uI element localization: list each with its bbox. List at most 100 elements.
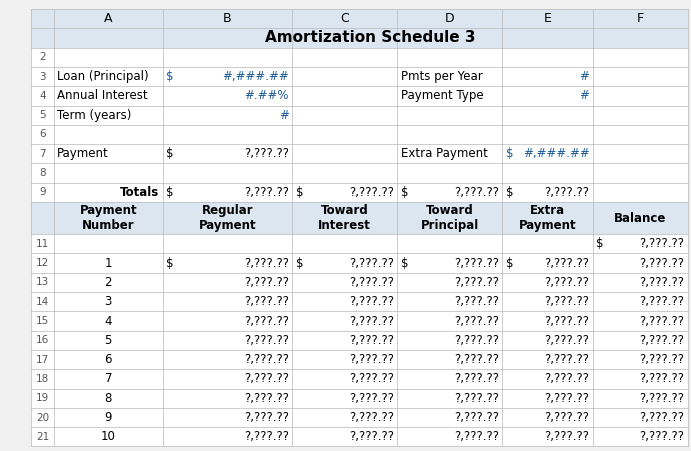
Bar [397, 273, 502, 292]
Text: Term (years): Term (years) [57, 109, 132, 122]
Bar [31, 86, 54, 106]
Bar [593, 163, 688, 183]
Bar [54, 331, 162, 350]
Text: ?,???.??: ?,???.?? [639, 392, 684, 405]
Bar [31, 427, 54, 446]
Bar [54, 253, 162, 273]
Bar [162, 369, 292, 389]
Text: ?,???.??: ?,???.?? [545, 295, 589, 308]
Bar [593, 234, 688, 253]
Bar [593, 28, 688, 48]
Bar [162, 48, 292, 67]
Bar [502, 183, 593, 202]
Bar [502, 125, 593, 144]
Text: ?,???.??: ?,???.?? [349, 295, 394, 308]
Text: Balance: Balance [614, 212, 666, 225]
Text: D: D [445, 12, 455, 25]
Text: ?,???.??: ?,???.?? [454, 353, 499, 366]
Bar [292, 408, 397, 427]
Bar [502, 28, 593, 48]
Bar [292, 67, 397, 86]
Text: ?,???.??: ?,???.?? [454, 392, 499, 405]
Bar [292, 427, 397, 446]
Bar [292, 350, 397, 369]
Bar [502, 234, 593, 253]
Text: ?,???.??: ?,???.?? [545, 186, 589, 199]
Bar [31, 408, 54, 427]
Bar [162, 292, 292, 311]
Text: 16: 16 [36, 336, 49, 345]
Text: ?,???.??: ?,???.?? [244, 334, 289, 347]
Text: 8: 8 [104, 392, 112, 405]
Bar [292, 183, 397, 202]
Bar [31, 350, 54, 369]
Text: ?,???.??: ?,???.?? [244, 314, 289, 327]
Text: ?,???.??: ?,???.?? [454, 276, 499, 289]
Text: 19: 19 [36, 393, 49, 403]
Bar [292, 163, 397, 183]
Bar [397, 408, 502, 427]
Bar [502, 163, 593, 183]
Text: ?,???.??: ?,???.?? [454, 295, 499, 308]
Bar [162, 163, 292, 183]
Bar [162, 144, 292, 163]
Bar [31, 202, 54, 234]
Text: ?,???.??: ?,???.?? [244, 430, 289, 443]
Text: ?,???.??: ?,???.?? [454, 411, 499, 424]
Text: ?,???.??: ?,???.?? [639, 295, 684, 308]
Text: #: # [279, 109, 289, 122]
Text: $: $ [506, 186, 513, 199]
Bar [54, 28, 162, 48]
Bar [397, 144, 502, 163]
Text: $: $ [506, 147, 513, 160]
Bar [397, 86, 502, 106]
Bar [593, 427, 688, 446]
Bar [292, 125, 397, 144]
Bar [31, 28, 54, 48]
Text: ?,???.??: ?,???.?? [639, 334, 684, 347]
Text: 12: 12 [36, 258, 49, 268]
Text: 4: 4 [39, 91, 46, 101]
Bar [593, 9, 688, 28]
Text: ?,???.??: ?,???.?? [244, 373, 289, 386]
Text: Totals: Totals [120, 186, 159, 199]
Text: ?,???.??: ?,???.?? [545, 353, 589, 366]
Bar [162, 125, 292, 144]
Bar [593, 144, 688, 163]
Text: 2: 2 [39, 52, 46, 62]
Text: ?,???.??: ?,???.?? [244, 147, 289, 160]
Bar [162, 273, 292, 292]
Bar [292, 369, 397, 389]
Bar [397, 9, 502, 28]
Text: C: C [341, 12, 349, 25]
Text: $: $ [596, 237, 604, 250]
Bar [31, 389, 54, 408]
Bar [593, 369, 688, 389]
Bar [593, 106, 688, 125]
Bar [31, 106, 54, 125]
Text: 9: 9 [39, 187, 46, 198]
Bar [31, 48, 54, 67]
Text: 21: 21 [36, 432, 49, 442]
Text: ?,???.??: ?,???.?? [545, 276, 589, 289]
Bar [292, 48, 397, 67]
Bar [54, 144, 162, 163]
Text: ?,???.??: ?,???.?? [349, 392, 394, 405]
Bar [292, 311, 397, 331]
Text: ?,???.??: ?,???.?? [244, 186, 289, 199]
Text: 10: 10 [101, 430, 115, 443]
Text: $: $ [166, 70, 173, 83]
Text: ?,???.??: ?,???.?? [454, 373, 499, 386]
Bar [31, 183, 54, 202]
Bar [593, 253, 688, 273]
Bar [31, 67, 54, 86]
Text: ?,???.??: ?,???.?? [545, 430, 589, 443]
Text: Payment: Payment [57, 147, 109, 160]
Bar [397, 427, 502, 446]
Text: $: $ [401, 257, 408, 270]
Text: ?,???.??: ?,???.?? [545, 257, 589, 270]
Bar [397, 106, 502, 125]
Text: 6: 6 [39, 129, 46, 139]
Bar [502, 427, 593, 446]
Bar [502, 9, 593, 28]
